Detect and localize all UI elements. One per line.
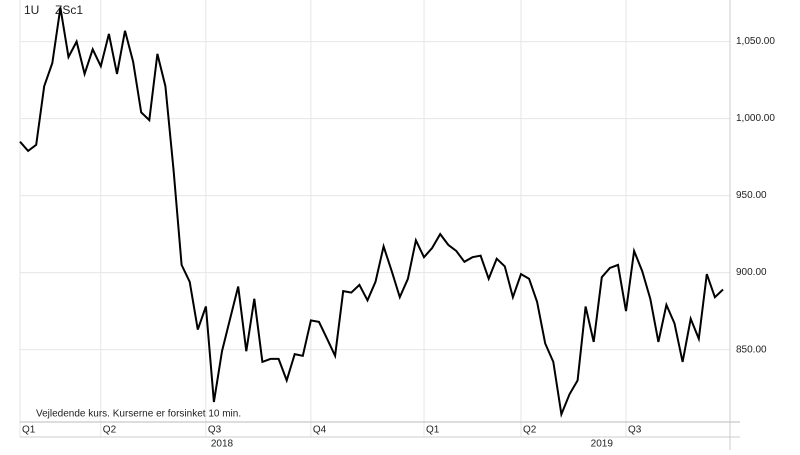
note: Vejledende kurs. Kurserne er forsinket 1… — [36, 409, 241, 420]
price-line — [19, 7, 724, 419]
y-tick-label: 900.00 — [736, 267, 767, 278]
x-tick-label: Q2 — [523, 425, 537, 436]
x-tick-label: Q4 — [313, 425, 327, 436]
year-label: 2019 — [591, 439, 614, 450]
y-tick-label: 850.00 — [736, 344, 767, 355]
year-label: 2018 — [211, 439, 234, 450]
symbol-label: 1U — [24, 3, 39, 17]
x-tick-label: Q1 — [426, 425, 440, 436]
x-tick-label: Q3 — [208, 425, 222, 436]
y-tick-label: 1,000.00 — [736, 113, 775, 124]
y-tick-label: 950.00 — [736, 190, 767, 201]
x-tick-label: Q1 — [22, 425, 36, 436]
y-tick-label: 1,050.00 — [736, 36, 775, 47]
x-tick-label: Q3 — [628, 425, 642, 436]
x-tick-label: Q2 — [103, 425, 117, 436]
